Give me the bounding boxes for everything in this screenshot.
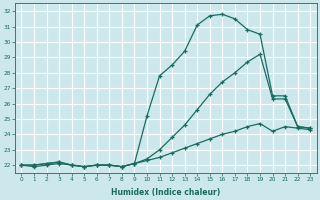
X-axis label: Humidex (Indice chaleur): Humidex (Indice chaleur) [111,188,220,197]
